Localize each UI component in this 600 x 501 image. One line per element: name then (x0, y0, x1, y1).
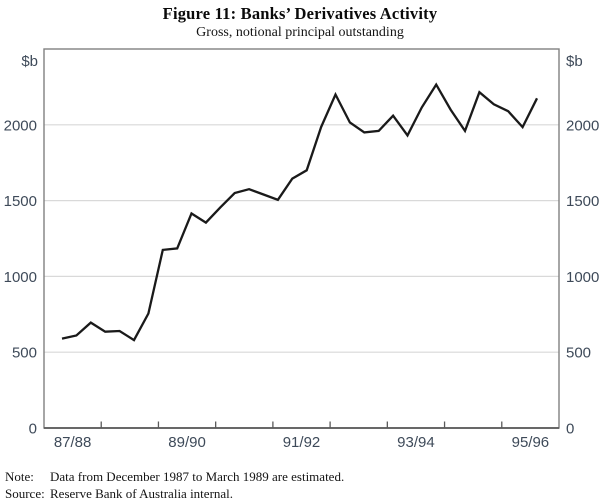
derivatives-line-chart: 87/88 89/90 91/92 93/94 95/96 0 0 500 500 1000 100… (4, 48, 599, 451)
source-label: Source: (5, 485, 45, 501)
y-axis-unit-left: $b (21, 53, 38, 70)
figure-subtitle: Gross, notional principal outstanding (196, 25, 404, 40)
x-axis-label-89-90: 89/90 (168, 434, 206, 451)
figure-title: Figure 11: Banks’ Derivatives Activity (162, 4, 438, 23)
derivatives-series-line (61, 82, 539, 342)
note-row: Note: Data from December 1987 to March 1… (5, 469, 565, 486)
x-axis-label-91-92: 91/92 (283, 434, 321, 451)
y-axis-label-left-0: 0 (29, 421, 37, 438)
source-row: Source: Reserve Bank of Australia intern… (5, 486, 565, 501)
y-axis-label-left-1500: 1500 (4, 193, 37, 210)
source-text: Reserve Bank of Australia internal. (50, 485, 234, 501)
y-axis-label-right-0: 0 (566, 421, 574, 438)
note-label: Note: (5, 469, 34, 484)
x-axis-label-95-96: 95/96 (512, 434, 550, 451)
footnotes: Note: Data from December 1987 to March 1… (5, 469, 565, 501)
y-axis-label-left-2000: 2000 (4, 117, 37, 134)
plot-frame (43, 48, 560, 429)
y-axis-unit-right: $b (566, 53, 583, 70)
note-text: Data from December 1987 to March 1989 ar… (50, 469, 345, 484)
y-axis-label-left-500: 500 (12, 345, 37, 362)
y-axis-label-right-2000: 2000 (566, 117, 599, 134)
x-axis-label-93-94: 93/94 (397, 434, 435, 451)
y-axis-label-right-1500: 1500 (566, 193, 599, 210)
y-axis-label-right-500: 500 (566, 345, 591, 362)
y-axis-label-right-1000: 1000 (566, 269, 599, 286)
y-axis-label-left-1000: 1000 (4, 269, 37, 286)
x-axis-label-87-88: 87/88 (54, 434, 92, 451)
